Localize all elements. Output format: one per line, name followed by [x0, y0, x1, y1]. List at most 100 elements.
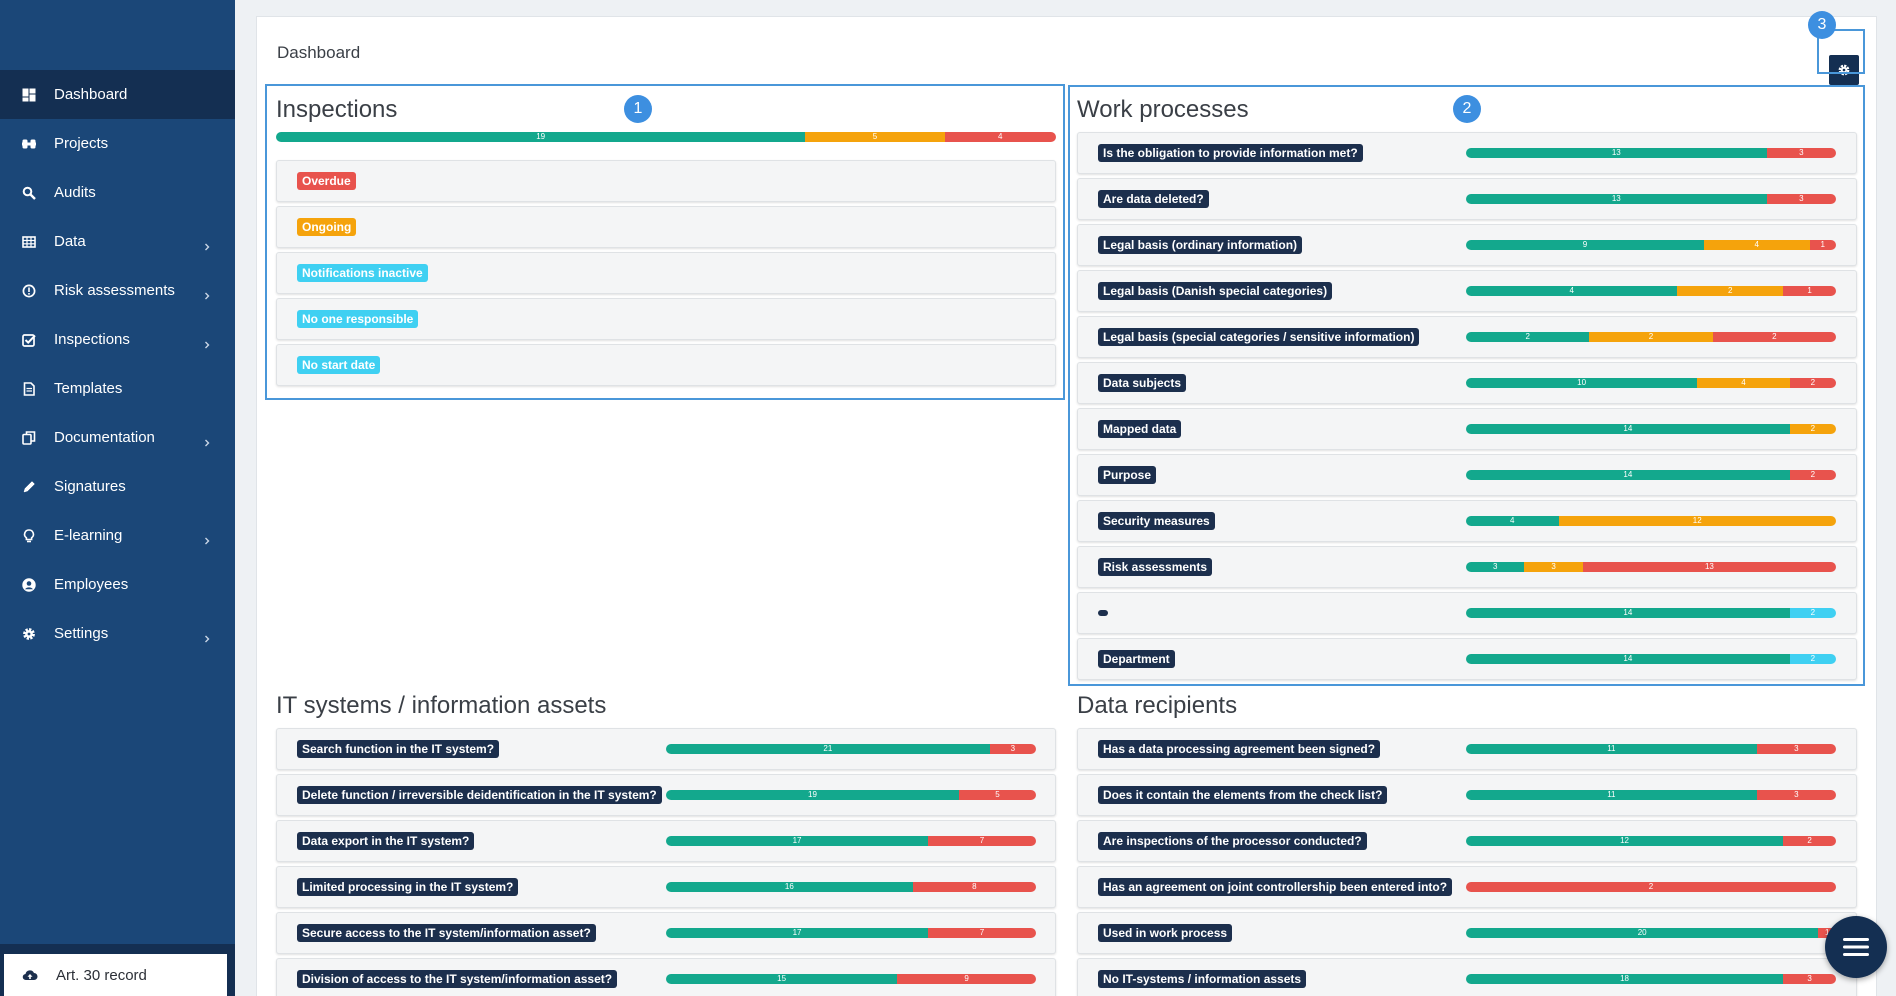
data-recipient-row[interactable]: Has a data processing agreement been sig…	[1077, 728, 1857, 770]
work-process-row[interactable]: Purpose 14 2	[1077, 454, 1857, 496]
sidebar-item-label: Templates	[54, 380, 123, 397]
art30-record-label: Art. 30 record	[56, 966, 147, 984]
bar-segment-orange: 2	[1677, 286, 1784, 296]
data-recipient-progress-bar: 11 3	[1466, 744, 1836, 754]
sidebar-item-data[interactable]: Data	[0, 217, 235, 266]
work-process-progress-bar: 10 4 2	[1466, 378, 1836, 388]
it-system-row[interactable]: Division of access to the IT system/info…	[276, 958, 1056, 996]
sidebar-item-label: Inspections	[54, 331, 130, 348]
work-process-progress-bar: 13 3	[1466, 194, 1836, 204]
search-icon	[22, 186, 36, 200]
work-process-row[interactable]: Is the obligation to provide information…	[1077, 132, 1857, 174]
data-recipient-progress-bar: 11 3	[1466, 790, 1836, 800]
bar-segment-red: 1	[1809, 240, 1836, 250]
dashboard-settings-button[interactable]	[1829, 55, 1859, 85]
bar-segment-red: 3	[1766, 148, 1836, 158]
table-icon	[22, 235, 36, 249]
sidebar-item-risk-assessments[interactable]: Risk assessments	[0, 266, 235, 315]
bar-segment-green: 14	[1466, 424, 1790, 434]
inspection-status-tag: Ongoing	[297, 218, 357, 236]
it-system-row[interactable]: Search function in the IT system? 21 3	[276, 728, 1056, 770]
it-system-row-label: Division of access to the IT system/info…	[297, 970, 618, 988]
inspection-filter-row[interactable]: No one responsible	[276, 298, 1056, 340]
data-recipient-row[interactable]: Has an agreement on joint controllership…	[1077, 866, 1857, 908]
bar-segment-red: 2	[1789, 470, 1836, 480]
data-recipient-row[interactable]: Used in work process 201	[1077, 912, 1857, 954]
work-process-row[interactable]: Risk assessments 3 3 13	[1077, 546, 1857, 588]
it-system-row-label: Data export in the IT system?	[297, 832, 475, 850]
sidebar-item-templates[interactable]: Templates	[0, 364, 235, 413]
work-process-row[interactable]: Mapped data 14 2	[1077, 408, 1857, 450]
work-process-row[interactable]: Are data deleted? 13 3	[1077, 178, 1857, 220]
it-system-row[interactable]: Limited processing in the IT system? 16 8	[276, 866, 1056, 908]
inspection-status-tag: No one responsible	[297, 310, 419, 328]
data-recipient-row[interactable]: Does it contain the elements from the ch…	[1077, 774, 1857, 816]
bar-segment-green: 14	[1466, 654, 1790, 664]
it-system-row-label: Secure access to the IT system/informati…	[297, 924, 596, 942]
hamburger-menu-icon	[1843, 938, 1869, 956]
inspections-summary-bar[interactable]: 19 5 4	[276, 132, 1056, 142]
bar-segment-green: 19	[276, 132, 806, 142]
sidebar-item-dashboard[interactable]: Dashboard	[0, 70, 235, 119]
bar-segment-green: 2	[1466, 332, 1590, 342]
sidebar-item-settings[interactable]: Settings	[0, 609, 235, 658]
it-system-progress-bar: 17 7	[666, 836, 1036, 846]
bar-segment-red: 2	[1789, 378, 1836, 388]
sidebar-item-projects[interactable]: Projects	[0, 119, 235, 168]
cloud-upload-icon	[22, 970, 38, 981]
bar-segment-green: 9	[1466, 240, 1704, 250]
projects-icon	[22, 137, 36, 151]
work-process-progress-bar: 4 12	[1466, 516, 1836, 526]
lightbulb-icon	[22, 528, 36, 543]
bar-segment-orange: 4	[1697, 378, 1790, 388]
it-system-row[interactable]: Secure access to the IT system/informati…	[276, 912, 1056, 954]
work-process-row-label: Legal basis (ordinary information)	[1098, 236, 1303, 254]
data-recipient-row-label: Has an agreement on joint controllership…	[1098, 878, 1453, 896]
bar-segment-green: 13	[1466, 194, 1767, 204]
sidebar-item-inspections[interactable]: Inspections	[0, 315, 235, 364]
bar-segment-green: 4	[1466, 516, 1559, 526]
work-process-row[interactable]: 14 2	[1077, 592, 1857, 634]
bar-segment-orange: 5	[805, 132, 945, 142]
sidebar-item-audits[interactable]: Audits	[0, 168, 235, 217]
sidebar-item-label: Documentation	[54, 429, 155, 446]
menu-fab-button[interactable]	[1825, 916, 1887, 978]
it-system-row[interactable]: Data export in the IT system? 17 7	[276, 820, 1056, 862]
bar-segment-red: 3	[1756, 744, 1836, 754]
inspection-filter-row[interactable]: No start date	[276, 344, 1056, 386]
bar-segment-orange: 2	[1789, 424, 1836, 434]
inspection-filter-row[interactable]: Ongoing	[276, 206, 1056, 248]
chevron-right-icon	[203, 336, 211, 348]
bar-segment-green: 14	[1466, 470, 1790, 480]
work-processes-title: Work processes	[1077, 96, 1249, 123]
it-system-row[interactable]: Delete function / irreversible deidentif…	[276, 774, 1056, 816]
it-system-row-label: Search function in the IT system?	[297, 740, 500, 758]
work-process-row[interactable]: Data subjects 10 4 2	[1077, 362, 1857, 404]
work-process-row[interactable]: Legal basis (ordinary information) 9 4 1	[1077, 224, 1857, 266]
work-process-row[interactable]: Security measures 4 12	[1077, 500, 1857, 542]
sidebar-item-e-learning[interactable]: E-learning	[0, 511, 235, 560]
work-process-row[interactable]: Department 14 2	[1077, 638, 1857, 680]
inspection-filter-row[interactable]: Overdue	[276, 160, 1056, 202]
work-process-progress-bar: 13 3	[1466, 148, 1836, 158]
inspection-filter-row[interactable]: Notifications inactive	[276, 252, 1056, 294]
sidebar-item-documentation[interactable]: Documentation	[0, 413, 235, 462]
it-system-progress-bar: 19 5	[666, 790, 1036, 800]
sidebar-item-label: Employees	[54, 576, 129, 593]
bar-segment-green: 11	[1466, 790, 1757, 800]
sidebar-item-employees[interactable]: Employees	[0, 560, 235, 609]
inspection-status-tag: No start date	[297, 356, 381, 374]
data-recipient-row[interactable]: No IT-systems / information assets 18 3	[1077, 958, 1857, 996]
bar-segment-red: 2	[1712, 332, 1836, 342]
work-process-progress-bar: 14 2	[1466, 424, 1836, 434]
work-process-row-label: Legal basis (special categories / sensit…	[1098, 328, 1420, 346]
chevron-right-icon	[203, 630, 211, 642]
work-process-row-label: Data subjects	[1098, 374, 1187, 392]
data-recipient-row[interactable]: Are inspections of the processor conduct…	[1077, 820, 1857, 862]
work-process-row[interactable]: Legal basis (special categories / sensit…	[1077, 316, 1857, 358]
work-process-row[interactable]: Legal basis (Danish special categories) 4…	[1077, 270, 1857, 312]
art30-record-button[interactable]: Art. 30 record	[4, 954, 227, 996]
sidebar-item-signatures[interactable]: Signatures	[0, 462, 235, 511]
data-recipient-progress-bar: 12 2	[1466, 836, 1836, 846]
